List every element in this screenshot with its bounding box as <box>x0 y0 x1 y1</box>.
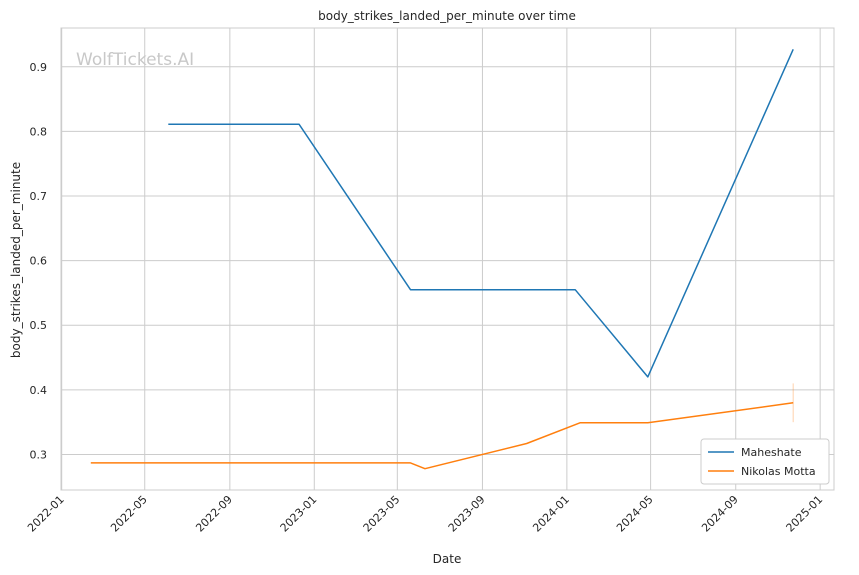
series-line-nikolas-motta <box>90 402 794 470</box>
plot-frame <box>60 27 835 491</box>
grid-lines <box>61 28 834 490</box>
y-tick-label: 0.6 <box>30 255 48 268</box>
watermark: WolfTickets.AI <box>76 50 194 70</box>
legend-label-maheshate: Maheshate <box>741 446 802 459</box>
y-tick-label: 0.8 <box>30 125 48 138</box>
y-tick-label: 0.4 <box>30 384 48 397</box>
legend-box <box>700 438 830 485</box>
legend: Maheshate Nikolas Motta <box>700 438 830 485</box>
y-tick-label: 0.5 <box>30 319 48 332</box>
series-layer <box>90 48 794 470</box>
y-tick-label: 0.3 <box>30 448 48 461</box>
y-tick-label: 0.9 <box>30 61 48 74</box>
chart-title: body_strikes_landed_per_minute over time <box>318 9 576 23</box>
x-axis-label: Date <box>433 552 462 566</box>
legend-label-nikolas-motta: Nikolas Motta <box>741 465 816 478</box>
y-tick-label: 0.7 <box>30 190 48 203</box>
y-axis-label: body_strikes_landed_per_minute <box>9 162 23 358</box>
series-line-maheshate <box>168 48 794 378</box>
y-tick-labels: 0.3 0.4 0.5 0.6 0.7 0.8 0.9 <box>30 61 48 462</box>
